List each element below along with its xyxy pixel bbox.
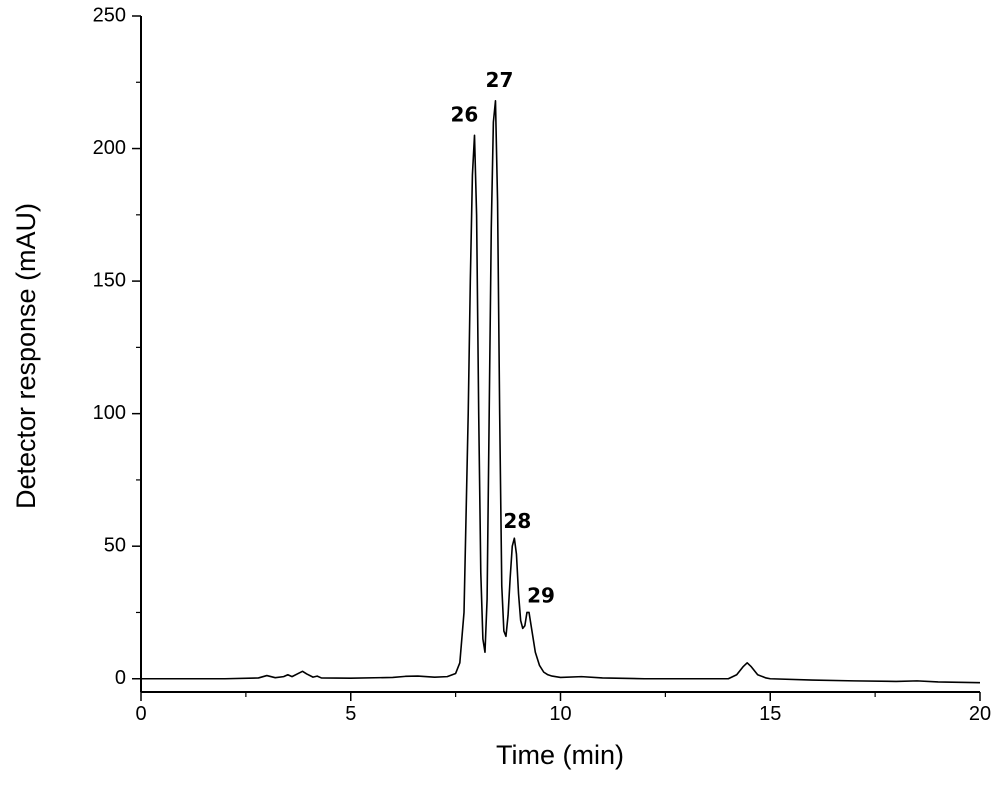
y-axis-title: Detector response (mAU) [11,203,41,509]
y-tick-label: 0 [115,667,126,689]
y-tick-label: 150 [93,269,126,291]
plot-series [141,100,981,684]
x-axis-title: Time (min) [496,740,624,770]
peak-label-29: 29 [527,583,555,607]
x-tick-label: 10 [549,703,571,725]
peak-annotations: 26 27 28 29 [450,68,554,608]
x-tick-label: 20 [969,703,991,725]
y-tick-label: 250 [93,4,126,26]
tick-marks [132,15,981,701]
peak-label-28: 28 [503,509,531,533]
x-tick-label: 5 [345,703,356,725]
x-tick-label: 15 [759,703,781,725]
peak-label-26: 26 [450,102,478,126]
y-tick-label: 50 [104,534,126,556]
axes [140,16,980,693]
chromatogram-trace [141,100,981,684]
y-tick-label: 200 [93,137,126,159]
x-tick-label: 0 [135,703,146,725]
peak-label-27: 27 [486,68,514,92]
y-tick-label: 100 [93,402,126,424]
